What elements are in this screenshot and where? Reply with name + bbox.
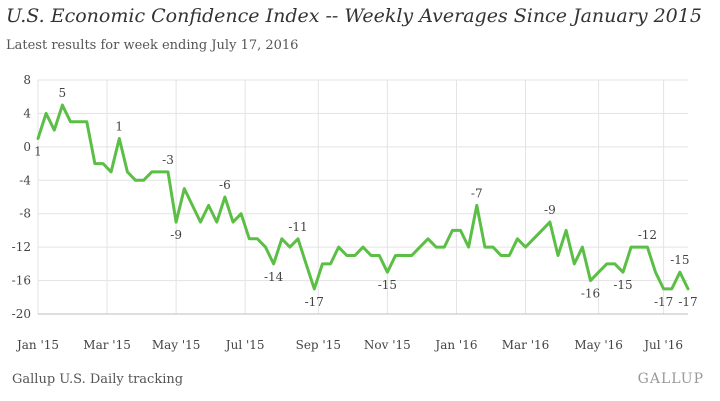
data-label: -6 [219,178,231,192]
data-label: -17 [678,295,697,309]
data-label: -15 [613,278,632,292]
data-label: -15 [670,253,689,267]
axes: 8 4 0 -4 -8 -12 -16 -20 Jan '15 Mar '15 May '15 Jul… [12,73,688,352]
y-tick-label: -20 [12,307,31,321]
data-label: -17 [305,295,324,309]
data-labels: 1 5 1 -3 -9 -6 -14 -11 -17 -15 -7 -9 -16 -15 -12 -17 -15… [34,86,697,309]
x-tick-label: Mar '16 [502,338,550,352]
gallup-logo: GALLUP [637,371,704,387]
x-tick-label: Mar '15 [83,338,131,352]
chart-subtitle: Latest results for week ending July 17, … [6,38,299,53]
data-label: -9 [544,203,556,217]
data-label: -15 [378,278,397,292]
data-label: -12 [638,228,657,242]
y-tick-label: 0 [23,140,31,154]
x-tick-label: Sep '15 [296,338,341,352]
data-label: -9 [170,228,182,242]
x-tick-label: Jan '15 [15,338,59,352]
y-tick-label: 4 [23,106,31,120]
chart-title: U.S. Economic Confidence Index -- Weekly… [6,5,702,27]
data-label: -3 [162,153,174,167]
data-label: -17 [654,295,673,309]
y-tick-label: -12 [12,240,31,254]
series-line [36,103,690,291]
y-tick-label: -8 [19,207,31,221]
x-tick-label: May '16 [574,338,623,352]
x-tick-label: Nov '15 [364,338,411,352]
y-tick-label: -4 [19,173,31,187]
x-tick-label: May '15 [152,338,201,352]
data-label: -11 [288,220,307,234]
data-label: -7 [471,186,483,200]
series-line-layer [36,103,690,291]
y-tick-label: -16 [12,274,31,288]
x-tick-label: Jan '16 [433,338,477,352]
y-tick-label: 8 [23,73,31,87]
data-label: -16 [581,287,600,301]
data-label: 1 [34,145,42,159]
x-tick-label: Jul '15 [224,338,265,352]
source-note: Gallup U.S. Daily tracking [12,372,184,387]
data-label: 1 [115,120,123,134]
x-tick-label: Jul '16 [642,338,683,352]
data-label: 5 [59,86,67,100]
data-label: -14 [264,270,284,284]
